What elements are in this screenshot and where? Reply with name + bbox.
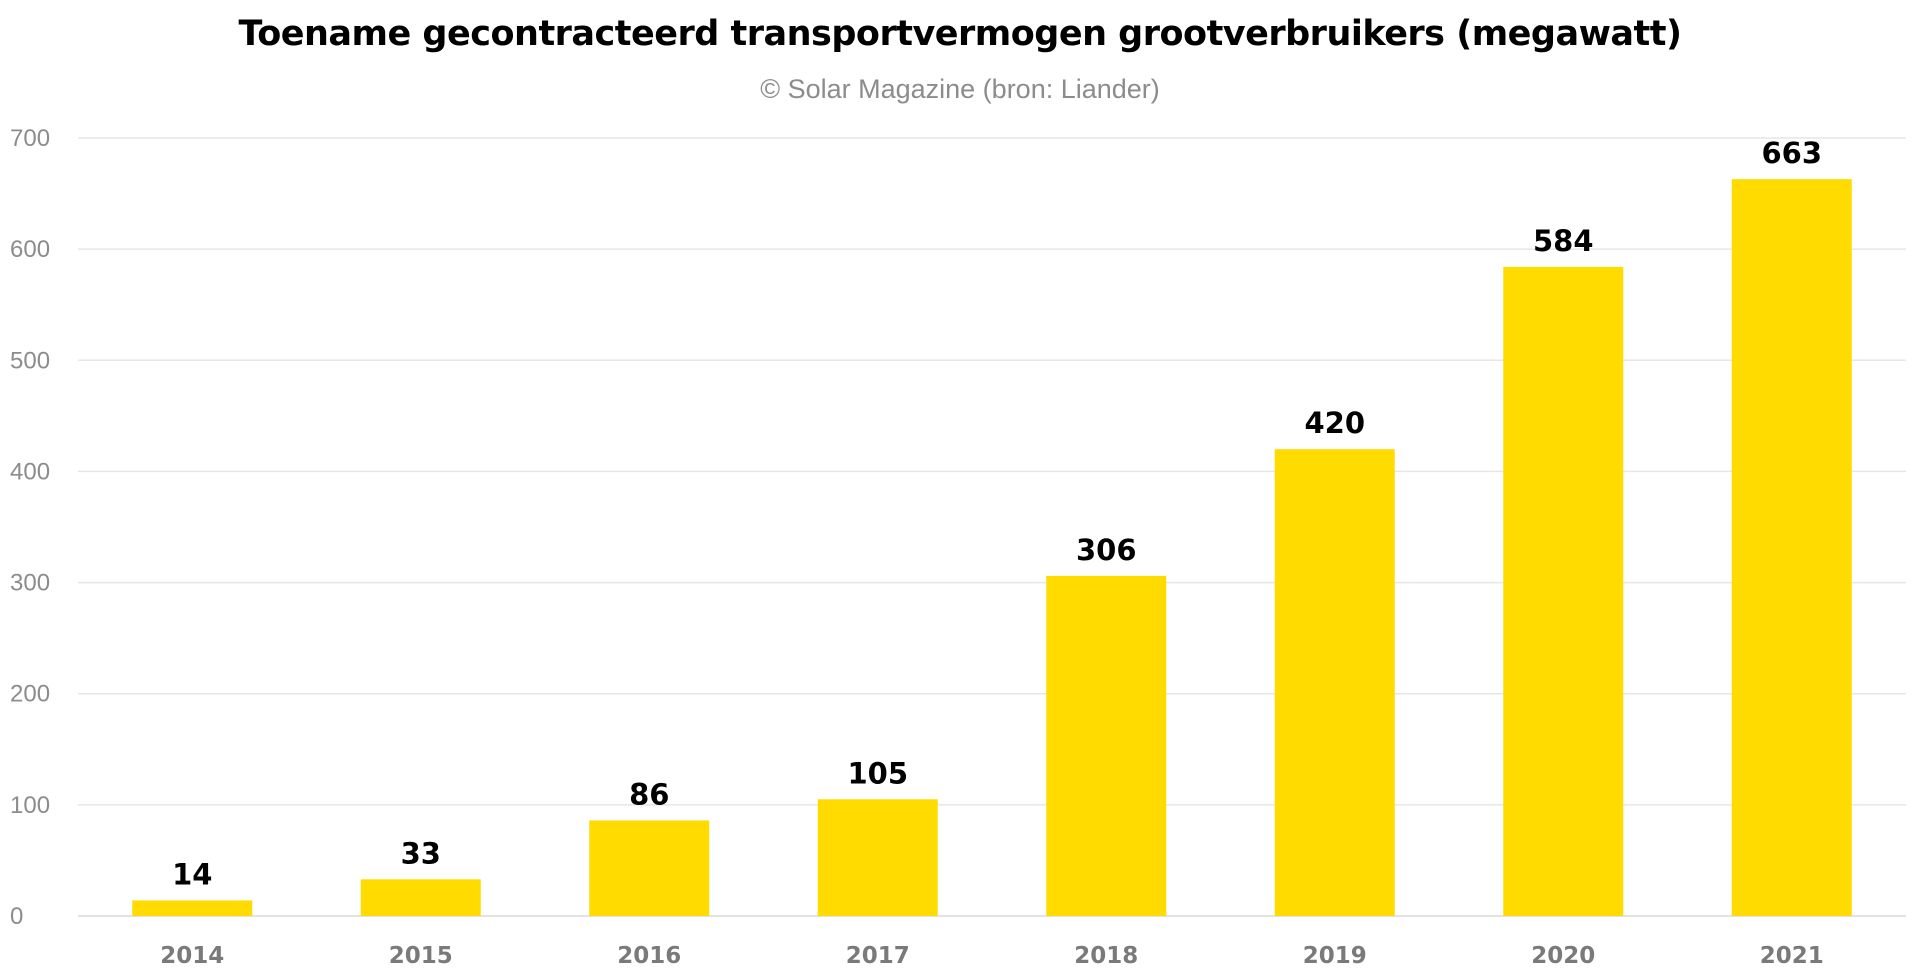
x-axis-tick-labels: 2014 2015 2016 2017 2018 2019 2020 2021 (160, 943, 1824, 969)
y-tick-label: 700 (10, 125, 50, 152)
bar (817, 799, 938, 916)
y-tick-label: 400 (10, 458, 50, 485)
grid-lines (78, 137, 1906, 917)
bar (1274, 449, 1395, 916)
y-axis-tick-labels: 0 100 200 300 400 500 600 700 (10, 125, 50, 930)
y-tick-label: 100 (10, 792, 50, 819)
data-label: 33 (401, 836, 441, 870)
x-tick-label: 2018 (1074, 943, 1138, 969)
chart-subtitle: © Solar Magazine (bron: Liander) (760, 74, 1160, 104)
data-label: 663 (1761, 136, 1822, 170)
x-tick-label: 2015 (389, 943, 453, 969)
y-tick-label: 300 (10, 570, 50, 597)
bar (360, 879, 481, 916)
x-tick-label: 2021 (1760, 943, 1824, 969)
data-label: 584 (1533, 224, 1594, 258)
bar (1731, 179, 1852, 916)
x-tick-label: 2020 (1531, 943, 1595, 969)
y-tick-label: 600 (10, 236, 50, 263)
y-tick-label: 200 (10, 681, 50, 708)
x-tick-label: 2014 (160, 943, 224, 969)
data-label: 420 (1304, 406, 1365, 440)
data-label: 86 (629, 777, 669, 811)
y-tick-label: 500 (10, 347, 50, 374)
bar (1046, 575, 1167, 916)
data-label: 105 (847, 756, 908, 790)
bar (589, 820, 710, 916)
y-tick-label: 0 (10, 903, 23, 930)
x-tick-label: 2019 (1303, 943, 1367, 969)
chart-title: Toename gecontracteerd transportvermogen… (238, 14, 1683, 54)
data-label: 306 (1076, 533, 1137, 567)
bars (132, 179, 1852, 916)
x-tick-label: 2017 (846, 943, 910, 969)
value-labels: 14 33 86 105 306 420 584 663 (172, 136, 1822, 891)
bar (1503, 266, 1624, 916)
bar (132, 900, 253, 916)
x-tick-label: 2016 (617, 943, 681, 969)
data-label: 14 (172, 857, 212, 891)
